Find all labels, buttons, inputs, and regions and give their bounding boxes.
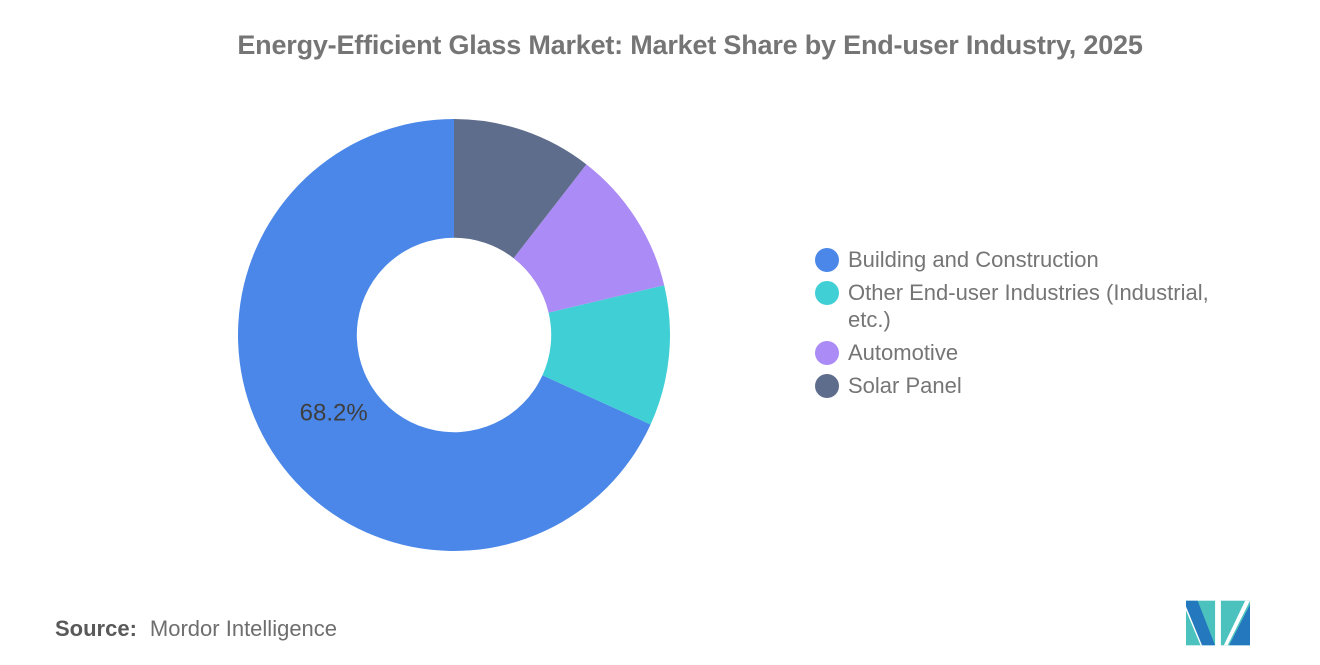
legend-swatch-automotive xyxy=(815,341,839,365)
mordor-intelligence-logo xyxy=(1186,600,1250,646)
logo-left-stroke xyxy=(1186,600,1216,646)
legend-item-other-end-user-industries[interactable]: Other End-user Industries (Industrial, e… xyxy=(815,279,1215,333)
logo-right-gap xyxy=(1223,600,1250,646)
chart-title: Energy-Efficient Glass Market: Market Sh… xyxy=(237,30,1143,60)
source-label: Source: xyxy=(55,616,137,641)
donut-slice-automotive[interactable] xyxy=(513,164,665,313)
legend-swatch-other-end-user-industries xyxy=(815,281,839,305)
legend-label-automotive: Automotive xyxy=(848,340,959,365)
legend-item-solar-panel[interactable]: Solar Panel xyxy=(815,372,1215,399)
legend-label-other-end-user-industries: Other End-user Industries (Industrial, e… xyxy=(848,280,1209,332)
legend: Building and Construction Other End-user… xyxy=(815,246,1215,405)
donut-chart[interactable]: 68.2% xyxy=(238,119,670,551)
legend-label-solar-panel: Solar Panel xyxy=(848,373,962,398)
source-value: Mordor Intelligence xyxy=(149,616,338,641)
legend-item-building-and-construction[interactable]: Building and Construction xyxy=(815,246,1215,273)
legend-swatch-building-and-construction xyxy=(815,248,839,272)
slice-data-label: 68.2% xyxy=(300,399,368,426)
donut-slice-other-end-user-industries-industrial-etc[interactable] xyxy=(542,285,670,425)
logo-right-stroke xyxy=(1229,604,1250,646)
donut-slice-solar-panel[interactable] xyxy=(454,119,587,259)
donut-slice-building-and-construction[interactable] xyxy=(238,119,651,551)
source-line: Source: Mordor Intelligence xyxy=(55,616,337,642)
legend-item-automotive[interactable]: Automotive xyxy=(815,339,1215,366)
legend-label-building-and-construction: Building and Construction xyxy=(848,247,1099,272)
legend-swatch-solar-panel xyxy=(815,374,839,398)
